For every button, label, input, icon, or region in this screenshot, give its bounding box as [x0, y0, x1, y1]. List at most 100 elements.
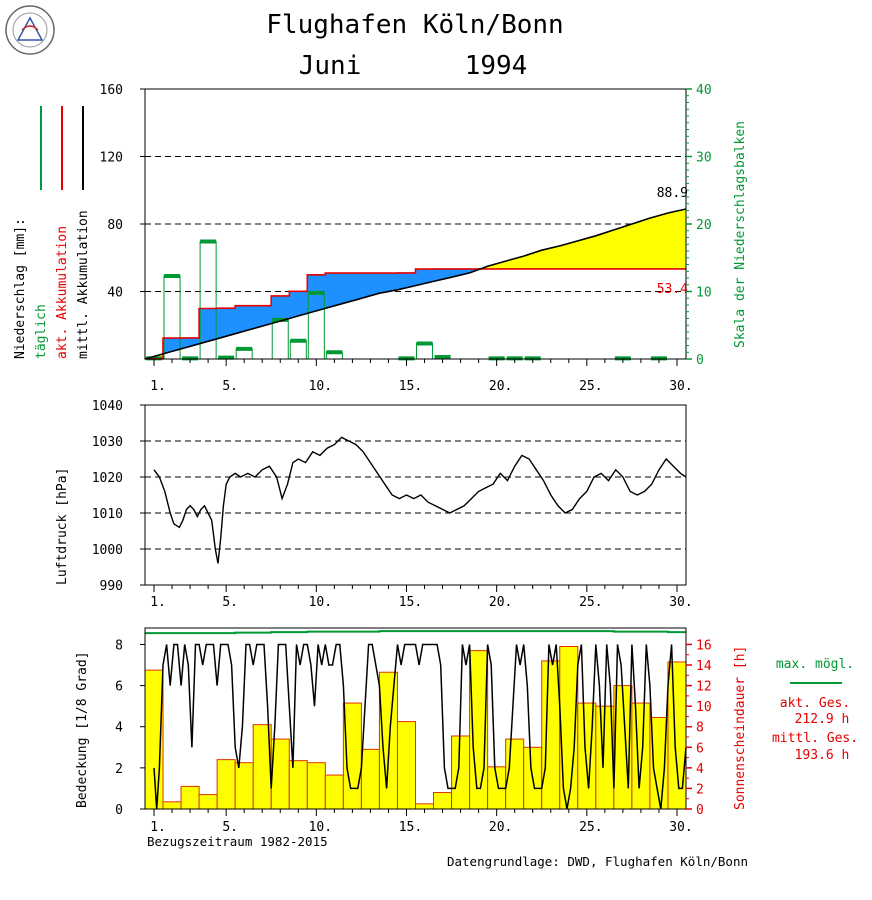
cloud-ytick-label: 2 [115, 762, 123, 777]
sunshine-bar [306, 762, 326, 810]
precip-xtick-label: 10. [309, 379, 332, 394]
precip-xtick-label: 25. [579, 379, 602, 394]
legend-mittl-value: 193.6 h [795, 748, 850, 763]
precip-ytick-right-label: 0 [696, 353, 704, 368]
precip-ytick-left-label: 80 [107, 218, 123, 233]
sunshine-bar [667, 661, 687, 810]
cloud-ytick-label: 6 [115, 680, 123, 695]
precip-ytick-right-label: 40 [696, 83, 712, 98]
precip-ylabel-mittl: mittl. Akkumulation [76, 210, 91, 359]
sunshine-bar [415, 803, 435, 810]
sunshine-plot-frame [144, 627, 687, 810]
sunshine-xtick-label: 5. [222, 820, 238, 835]
sunshine-xtick-label: 25. [579, 820, 602, 835]
precip-ytick-left-label: 40 [107, 286, 123, 301]
title-year: 1994 [465, 51, 528, 81]
precip-xtick-label: 5. [222, 379, 238, 394]
legend-mittl-label: mittl. Ges. [772, 731, 858, 746]
sunshine-xtick-label: 20. [489, 820, 512, 835]
sunshine-bar [433, 792, 453, 810]
sunshine-bar [324, 774, 344, 810]
sunshine-xtick-label: 15. [399, 820, 422, 835]
daily-precip-bar [271, 319, 289, 360]
max-possible-line [145, 630, 686, 635]
precip-ytick-left-label: 160 [100, 83, 123, 98]
sunshine-bar [451, 735, 471, 810]
cloud-cover-line [153, 643, 687, 810]
logo-seal [5, 5, 55, 55]
precip-ylabel-daily: täglich [34, 304, 49, 359]
sunshine-bar [541, 660, 561, 810]
sunshine-ytick-label: 8 [696, 721, 704, 736]
pressure-ylabel: Luftdruck [hPa] [55, 468, 70, 585]
precip-ytick-right-label: 30 [696, 151, 712, 166]
data-source: Datengrundlage: DWD, Flughafen Köln/Bonn [447, 854, 748, 869]
sunshine-ytick-label: 4 [696, 762, 704, 777]
sunshine-bar [288, 760, 308, 810]
precip-xtick-label: 20. [489, 379, 512, 394]
sunshine-bar [396, 721, 417, 810]
pressure-ytick-label: 1040 [92, 399, 123, 414]
sunshine-ytick-label: 6 [696, 741, 704, 756]
precip-ylabel-right: Skala der Niederschlagsbalken [733, 121, 748, 348]
sunshine-bar [180, 785, 200, 810]
pressure-ytick-label: 1020 [92, 471, 123, 486]
precip-ylabel-akt: akt. Akkumulation [55, 226, 70, 359]
cloud-ytick-label: 4 [115, 721, 123, 736]
cloud-ylabel: Bedeckung [1/8 Grad] [75, 651, 90, 808]
precip-ytick-right-label: 20 [696, 218, 712, 233]
sunshine-bar [234, 762, 254, 810]
pressure-xtick-label: 1. [150, 595, 166, 610]
daily-precip-bar [416, 342, 434, 360]
pressure-xtick-label: 5. [222, 595, 238, 610]
title-month: Juni [299, 51, 362, 81]
mittl-total-label: 88.9 [657, 186, 688, 201]
sunshine-bar [360, 748, 380, 810]
sunshine-bar [162, 801, 182, 810]
pressure-ytick-label: 1030 [92, 435, 123, 450]
sunshine-cloud-panel: 8 6 4 2 0 16 14 12 10 8 6 4 2 0 1. 5. 10. 15. 20. 25. 30. Be… [75, 627, 858, 835]
sunshine-bar [198, 794, 218, 810]
pressure-ytick-label: 1010 [92, 507, 123, 522]
legend-max-label: max. mögl. [776, 657, 854, 672]
precip-ylabel-main: Niederschlag [mm]: [13, 218, 28, 359]
precip-ytick-left-label: 120 [100, 151, 123, 166]
cloud-ytick-label: 8 [115, 638, 123, 653]
reference-period: Bezugszeitraum 1982-2015 [147, 834, 328, 849]
legend-akt-value: 212.9 h [795, 712, 850, 727]
pressure-plot-frame [144, 404, 687, 586]
pressure-panel: 1040 1030 1020 1010 1000 990 1. 5. 10. 15. 20. 25. 3… [55, 399, 693, 610]
cloud-ytick-label: 0 [115, 803, 123, 818]
sunshine-ytick-label: 2 [696, 782, 704, 797]
sunshine-ytick-label: 14 [696, 659, 712, 674]
pressure-ytick-label: 990 [100, 579, 123, 594]
sunshine-ytick-label: 10 [696, 700, 712, 715]
sunshine-xtick-label: 1. [150, 820, 166, 835]
sunshine-bar [216, 759, 236, 810]
pressure-ytick-label: 1000 [92, 543, 123, 558]
title-line1: Flughafen Köln/Bonn [266, 10, 563, 40]
pressure-line [153, 436, 687, 564]
sunshine-ytick-label: 12 [696, 680, 712, 695]
daily-precip-bar [289, 340, 307, 360]
sunshine-bar [631, 702, 651, 810]
akt-total-label: 53.4 [657, 282, 688, 297]
precipitation-panel: 160 120 80 40 40 30 20 10 0 1. 5. 10. 15. 20. 25. 30. 8… [13, 83, 748, 394]
sunshine-ytick-label: 16 [696, 638, 712, 653]
sunshine-ytick-label: 0 [696, 803, 704, 818]
akt-accumulation-line [144, 268, 686, 360]
pressure-xtick-label: 20. [489, 595, 512, 610]
pressure-xtick-label: 30. [669, 595, 692, 610]
pressure-xtick-label: 25. [579, 595, 602, 610]
pressure-xtick-label: 10. [309, 595, 332, 610]
precip-ytick-right-label: 10 [696, 286, 712, 301]
precip-xtick-label: 1. [150, 379, 166, 394]
sunshine-xtick-label: 10. [309, 820, 332, 835]
precip-xtick-label: 15. [399, 379, 422, 394]
sunshine-ylabel: Sonnenscheindauer [h] [733, 646, 748, 810]
mittl-accumulation-line [144, 208, 687, 360]
precip-xtick-label: 30. [669, 379, 692, 394]
legend-akt-label: akt. Ges. [780, 696, 850, 711]
sunshine-xtick-label: 30. [669, 820, 692, 835]
